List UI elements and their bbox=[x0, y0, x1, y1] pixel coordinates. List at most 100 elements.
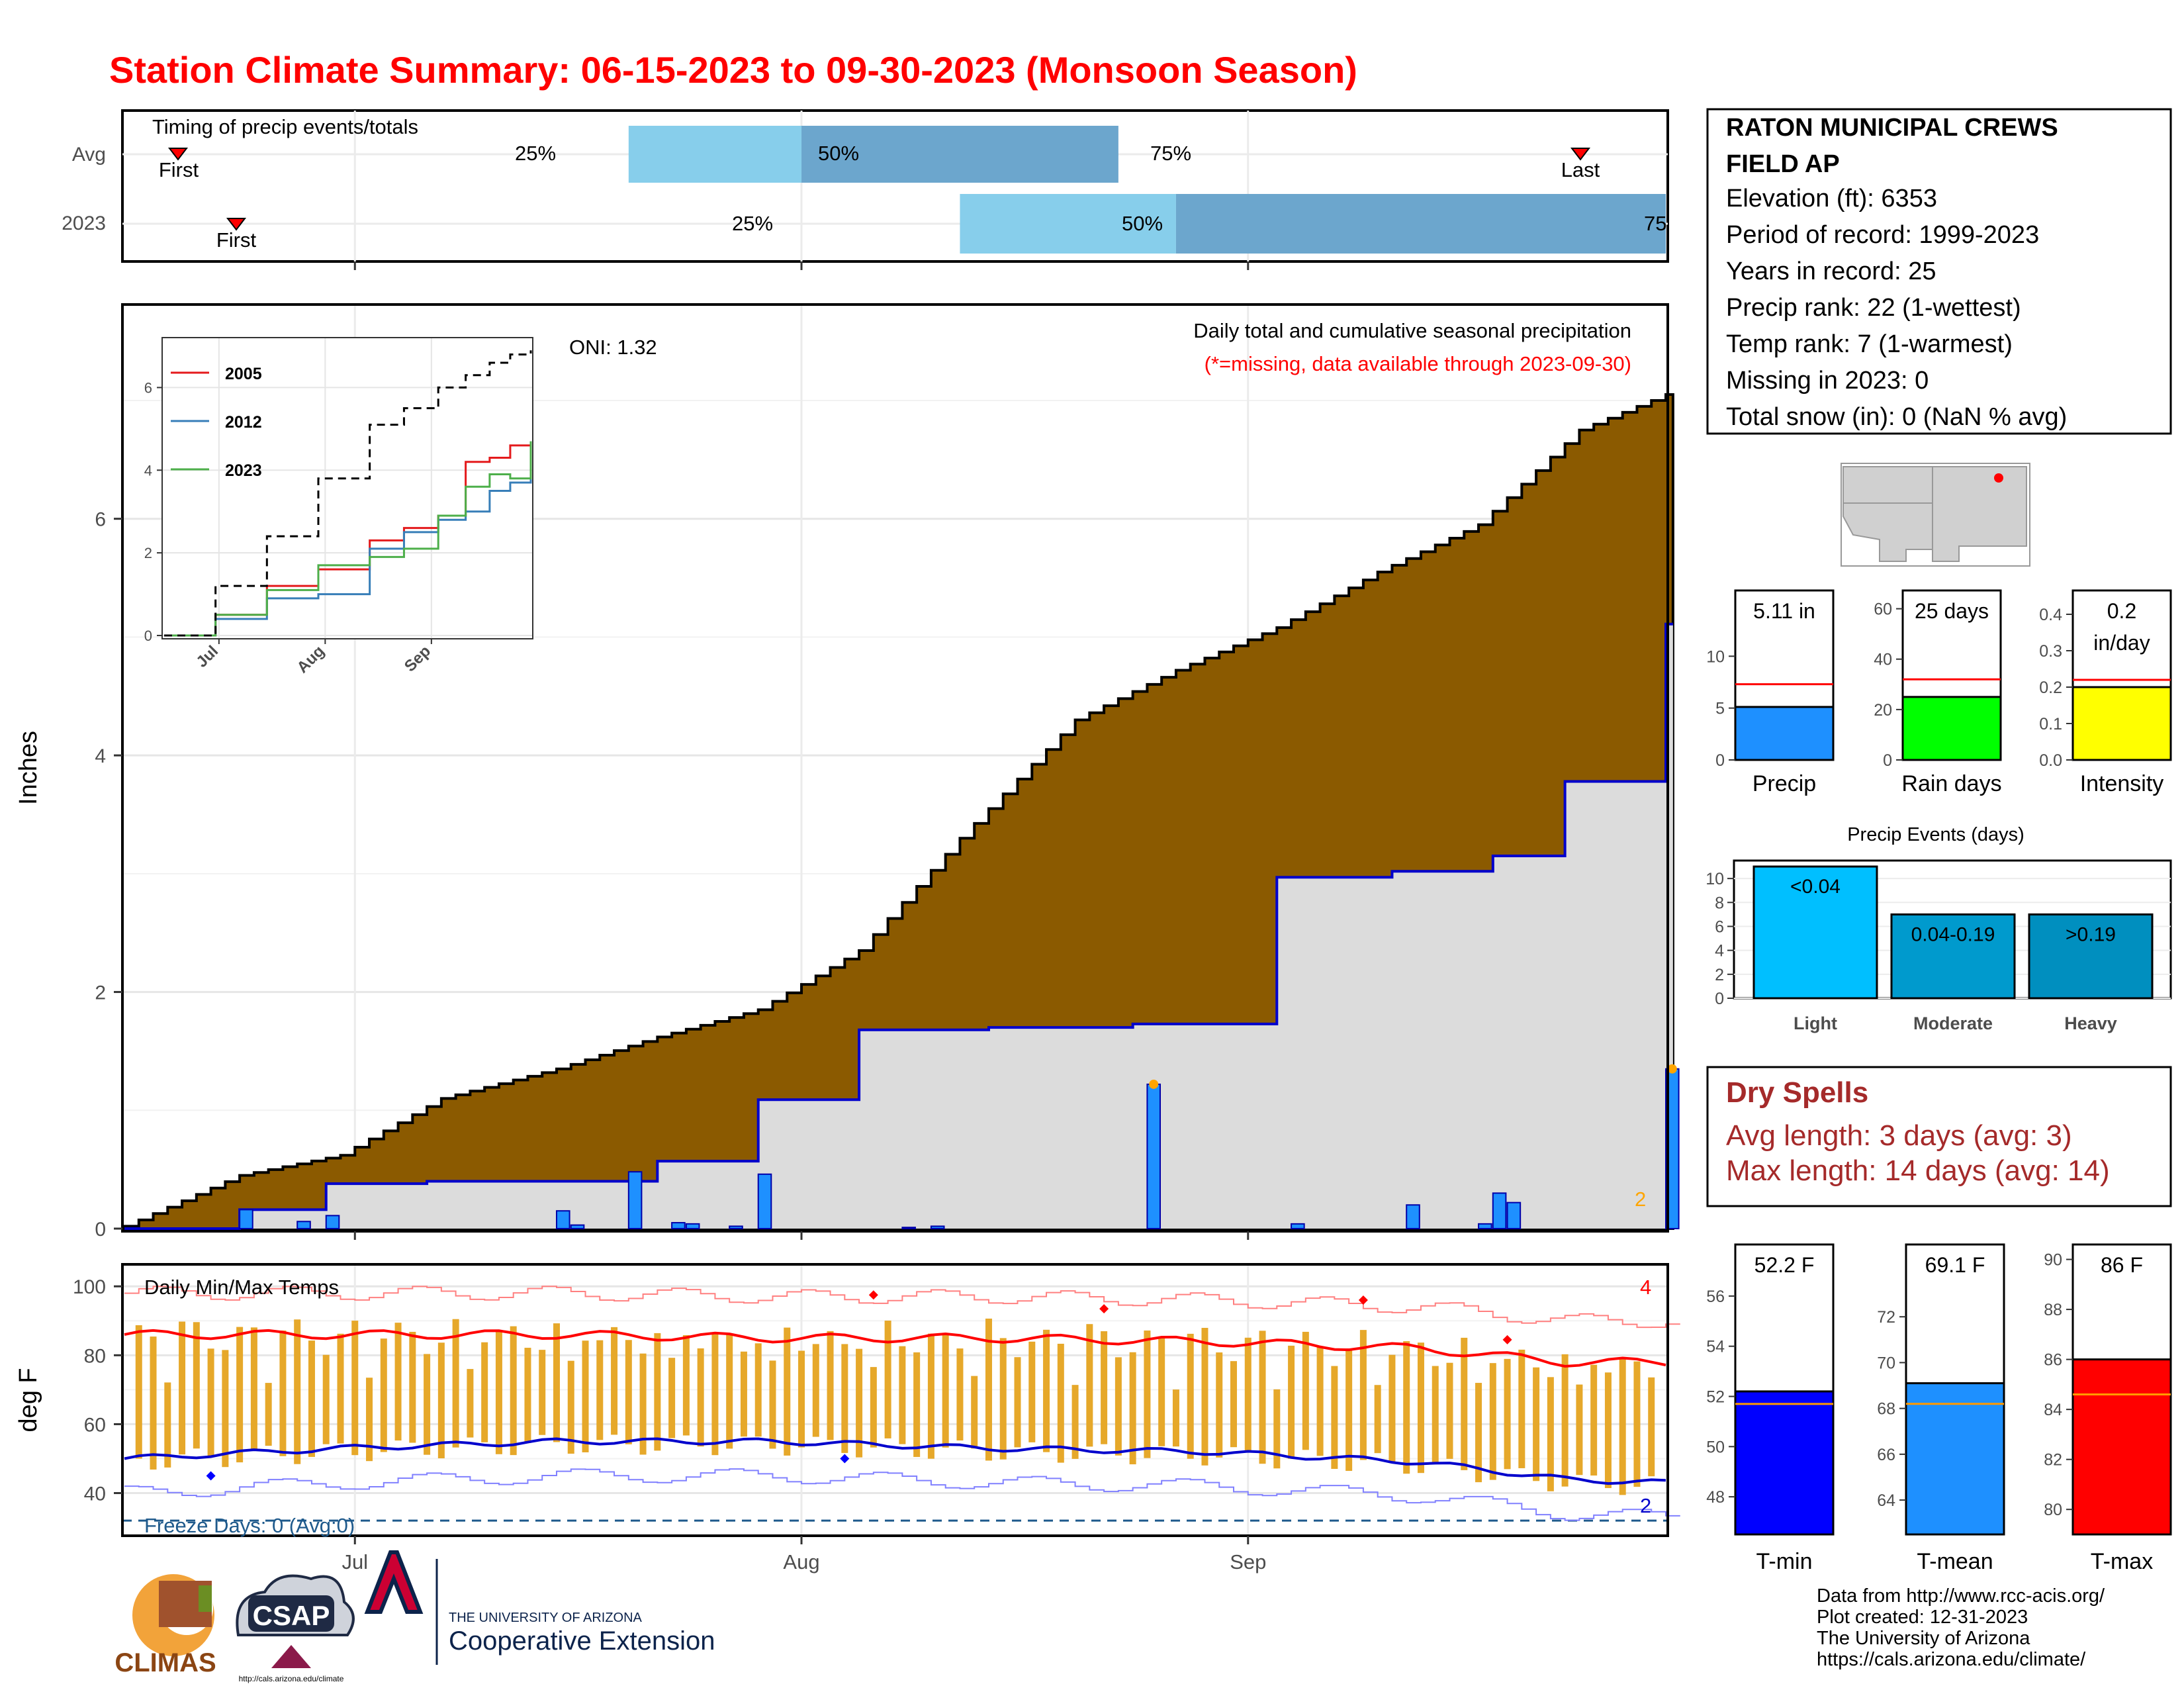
map-states-shape bbox=[1843, 466, 2027, 562]
gauge-value-label: 0.2 bbox=[2107, 599, 2136, 623]
daily-temp-bar bbox=[625, 1340, 632, 1444]
dry-spells-box: Dry Spells Avg length: 3 days (avg: 3) M… bbox=[1706, 1066, 2172, 1207]
daily-temp-bar bbox=[884, 1320, 891, 1438]
daily-temp-bar bbox=[524, 1348, 531, 1443]
daily-temp-bar bbox=[1374, 1385, 1381, 1454]
legend-2005: 2005 bbox=[225, 365, 262, 383]
daily-temp-bar bbox=[1590, 1364, 1598, 1476]
daily-temp-bar bbox=[1359, 1330, 1367, 1460]
dry-spells-frame bbox=[1706, 1066, 2172, 1207]
gauge-name: T-max bbox=[2091, 1549, 2153, 1574]
inset-y-tick-label: 6 bbox=[144, 379, 152, 396]
daily-temp-bar bbox=[1101, 1331, 1108, 1444]
inset-line-avg bbox=[164, 350, 532, 637]
inset-y-tick-label: 0 bbox=[144, 628, 152, 644]
precip-frame bbox=[121, 303, 1669, 1233]
daily-temp-bar bbox=[437, 1342, 445, 1459]
temp-y-tick-label: 40 bbox=[84, 1483, 106, 1505]
credits-line1: Data from http://www.rcc-acis.org/ bbox=[1817, 1585, 2105, 1607]
tmax-record-count: 4 bbox=[1640, 1276, 1651, 1299]
daily-precip-bar bbox=[1406, 1204, 1420, 1230]
events-bar-label: >0.19 bbox=[2066, 923, 2116, 945]
daily-temp-bar bbox=[179, 1321, 186, 1455]
gauge-t-mean: 69.1 F 64 66 68 70 72 T-mean bbox=[1877, 1243, 2005, 1574]
daily-temp-bar bbox=[351, 1321, 359, 1456]
missing-count: 2 bbox=[1635, 1188, 1646, 1211]
station-missing: Missing in 2023: 0 bbox=[1726, 367, 1929, 395]
events-category-label: Heavy bbox=[2064, 1013, 2117, 1033]
temp-y-tick-label: 100 bbox=[73, 1276, 106, 1298]
events-bar-label: 0.04-0.19 bbox=[1911, 923, 1995, 945]
daily-precip-bar bbox=[685, 1223, 700, 1230]
daily-temp-bar bbox=[322, 1354, 330, 1444]
precip-y-tick-label: 0 bbox=[95, 1219, 106, 1241]
daily-temp-bar bbox=[481, 1342, 488, 1442]
csap-url: http://cals.arizona.edu/climate bbox=[239, 1674, 344, 1683]
station-temp-rank: Temp rank: 7 (1-warmest) bbox=[1726, 330, 2013, 358]
daily-temp-bar bbox=[1288, 1345, 1295, 1459]
daily-precip-bar bbox=[671, 1222, 686, 1229]
timing-avg-q75-label: 75% bbox=[1150, 142, 1191, 165]
daily-temp-bar bbox=[1619, 1357, 1626, 1495]
daily-temp-bar bbox=[1316, 1346, 1324, 1456]
temp-x-tick-label: Sep bbox=[1230, 1550, 1266, 1573]
dry-spells-max: Max length: 14 days (avg: 14) bbox=[1726, 1154, 2110, 1187]
tmax-avg-line bbox=[124, 1329, 1666, 1368]
daily-temp-bar bbox=[567, 1360, 574, 1454]
daily-precip-bar bbox=[555, 1210, 570, 1229]
timing-avg-last-marker bbox=[1570, 148, 1591, 161]
record-precip-marker bbox=[1149, 1079, 1159, 1089]
daily-temp-bar bbox=[1461, 1337, 1468, 1470]
temp-x-tick-label: Aug bbox=[783, 1550, 819, 1573]
daily-temp-bar bbox=[452, 1319, 459, 1448]
gauge-fill bbox=[2071, 1358, 2172, 1536]
gauge-tick-label: 0.2 bbox=[2039, 679, 2062, 697]
daily-temp-bar bbox=[1216, 1352, 1223, 1458]
daily-temp-bar bbox=[841, 1344, 848, 1453]
gauge-value-label: 86 F bbox=[2101, 1253, 2143, 1277]
climas-logo-text: CLIMAS bbox=[114, 1648, 216, 1677]
daily-temp-bar bbox=[150, 1336, 157, 1470]
daily-temp-bar bbox=[769, 1360, 776, 1449]
credits-line4: https://cals.arizona.edu/climate/ bbox=[1817, 1649, 2086, 1670]
daily-precip-bar bbox=[1146, 1083, 1161, 1230]
timing-2023-first-marker bbox=[226, 218, 247, 231]
inset-line-2023 bbox=[164, 441, 532, 637]
record-low-marker bbox=[840, 1454, 850, 1464]
daily-temp-bar bbox=[193, 1322, 200, 1449]
gauge-tick-label: 0.3 bbox=[2039, 642, 2062, 661]
gauge-tick-label: 70 bbox=[1877, 1354, 1895, 1372]
gauge-tick-label: 54 bbox=[1706, 1338, 1725, 1356]
events-bar-moderate bbox=[1890, 913, 2016, 1000]
station-elevation: Elevation (ft): 6353 bbox=[1726, 185, 1937, 212]
daily-temp-bar bbox=[639, 1353, 647, 1455]
daily-temp-bar bbox=[1014, 1357, 1021, 1448]
record-high-marker bbox=[1358, 1295, 1368, 1305]
events-tick-label: 10 bbox=[1706, 870, 1724, 888]
inset-y-tick-label: 2 bbox=[144, 545, 152, 561]
gauge-precip: 5.11 in 0 5 10 Precip bbox=[1706, 589, 1835, 796]
daily-precip-bar bbox=[757, 1173, 772, 1230]
precip-events-panel: Precip Events (days) 0 2 4 6 8 10 <0.04 Light 0.… bbox=[1706, 824, 2172, 1033]
temp-y-tick-label: 60 bbox=[84, 1414, 106, 1436]
timing-2023-q25-label: 25% bbox=[732, 212, 773, 235]
daily-temp-bar bbox=[222, 1350, 229, 1468]
record-high-marker bbox=[868, 1290, 878, 1300]
daily-temp-bar bbox=[682, 1335, 690, 1436]
daily-temp-bar bbox=[1417, 1342, 1424, 1474]
gauge-tick-label: 82 bbox=[2044, 1451, 2062, 1470]
temp-y-axis-label: deg F bbox=[15, 1368, 42, 1432]
daily-temp-bar bbox=[164, 1382, 171, 1468]
timing-avg-first-label: First bbox=[159, 158, 199, 181]
events-tick-label: 0 bbox=[1715, 990, 1724, 1008]
daily-temp-bar bbox=[1561, 1354, 1569, 1487]
gauge-fill bbox=[2071, 686, 2172, 761]
daily-temp-bar bbox=[1489, 1363, 1496, 1480]
gauge-tick-label: 48 bbox=[1706, 1488, 1725, 1507]
daily-temp-bar bbox=[726, 1333, 733, 1449]
daily-temp-bar bbox=[971, 1376, 978, 1449]
record-high-line bbox=[124, 1286, 1680, 1329]
daily-precip-bar bbox=[325, 1215, 340, 1230]
